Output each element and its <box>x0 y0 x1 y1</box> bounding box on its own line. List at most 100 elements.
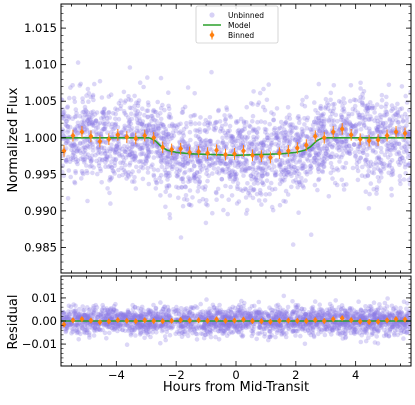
unbinned-point <box>203 184 208 189</box>
unbinned-point <box>273 187 278 192</box>
unbinned-point <box>145 75 150 80</box>
unbinned-point <box>324 97 329 102</box>
unbinned-point <box>263 108 268 113</box>
unbinned-point <box>286 170 291 175</box>
unbinned-point <box>282 141 287 146</box>
unbinned-point <box>178 129 183 134</box>
unbinned-point <box>123 150 128 155</box>
unbinned-point <box>367 192 372 197</box>
unbinned-point <box>118 98 123 103</box>
unbinned-point <box>339 140 344 145</box>
unbinned-point <box>261 87 266 92</box>
unbinned-point <box>198 161 203 166</box>
unbinned-point <box>90 311 95 316</box>
unbinned-point <box>189 203 194 208</box>
unbinned-point <box>383 121 388 126</box>
unbinned-point <box>220 136 225 141</box>
unbinned-point <box>309 159 314 164</box>
unbinned-point <box>319 104 324 109</box>
unbinned-point <box>220 177 225 182</box>
unbinned-point <box>81 155 86 160</box>
unbinned-point <box>271 208 276 213</box>
unbinned-point <box>343 331 348 336</box>
unbinned-point <box>131 327 136 332</box>
unbinned-point <box>290 299 295 304</box>
unbinned-point <box>72 180 77 185</box>
unbinned-point <box>251 167 256 172</box>
unbinned-point <box>196 312 201 317</box>
unbinned-point <box>231 305 236 310</box>
unbinned-point <box>91 148 96 153</box>
unbinned-point <box>73 154 78 159</box>
unbinned-point <box>362 89 367 94</box>
unbinned-point <box>225 212 230 217</box>
unbinned-point <box>78 332 83 337</box>
unbinned-point <box>154 119 159 124</box>
unbinned-point <box>248 124 253 129</box>
unbinned-point <box>63 327 68 332</box>
unbinned-point <box>273 142 278 147</box>
unbinned-point <box>76 60 81 65</box>
unbinned-point <box>366 108 371 113</box>
unbinned-point <box>102 127 107 132</box>
unbinned-point <box>152 167 157 172</box>
unbinned-point <box>188 130 193 135</box>
unbinned-point <box>91 94 96 99</box>
unbinned-point <box>78 141 83 146</box>
unbinned-point <box>115 108 120 113</box>
unbinned-point <box>372 110 377 115</box>
unbinned-point <box>117 174 122 179</box>
unbinned-point <box>236 161 241 166</box>
unbinned-point <box>161 130 166 135</box>
unbinned-point <box>367 129 372 134</box>
unbinned-point <box>154 132 159 137</box>
unbinned-point <box>107 94 112 99</box>
unbinned-point <box>146 100 151 105</box>
unbinned-point <box>384 95 389 100</box>
unbinned-point <box>164 309 169 314</box>
unbinned-point <box>374 126 379 131</box>
unbinned-point <box>121 168 126 173</box>
unbinned-point <box>138 152 143 157</box>
unbinned-point <box>379 171 384 176</box>
unbinned-point <box>201 148 206 153</box>
unbinned-point <box>220 159 225 164</box>
unbinned-point <box>137 98 142 103</box>
unbinned-point <box>340 178 345 183</box>
unbinned-point <box>316 167 321 172</box>
unbinned-point <box>180 176 185 181</box>
unbinned-point <box>269 181 274 186</box>
unbinned-point <box>314 158 319 163</box>
unbinned-point <box>125 342 130 347</box>
unbinned-point <box>66 128 71 133</box>
unbinned-point <box>204 309 209 314</box>
unbinned-point <box>402 177 407 182</box>
unbinned-point <box>372 131 377 136</box>
unbinned-point <box>403 171 408 176</box>
unbinned-point <box>154 330 159 335</box>
unbinned-point <box>207 164 212 169</box>
unbinned-point <box>281 199 286 204</box>
unbinned-point <box>113 122 118 127</box>
unbinned-point <box>352 142 357 147</box>
unbinned-point <box>211 303 216 308</box>
unbinned-point <box>228 159 233 164</box>
unbinned-point <box>353 104 358 109</box>
unbinned-point <box>283 120 288 125</box>
unbinned-point <box>301 326 306 331</box>
unbinned-point <box>220 128 225 133</box>
unbinned-point <box>107 331 112 336</box>
unbinned-point <box>239 307 244 312</box>
unbinned-point <box>208 147 213 152</box>
unbinned-point <box>154 186 159 191</box>
unbinned-point <box>357 142 362 147</box>
unbinned-point <box>244 158 249 163</box>
unbinned-point <box>171 130 176 135</box>
unbinned-point <box>329 161 334 166</box>
unbinned-point <box>307 153 312 158</box>
unbinned-point <box>250 334 255 339</box>
unbinned-point <box>158 193 163 198</box>
unbinned-point <box>76 124 81 129</box>
